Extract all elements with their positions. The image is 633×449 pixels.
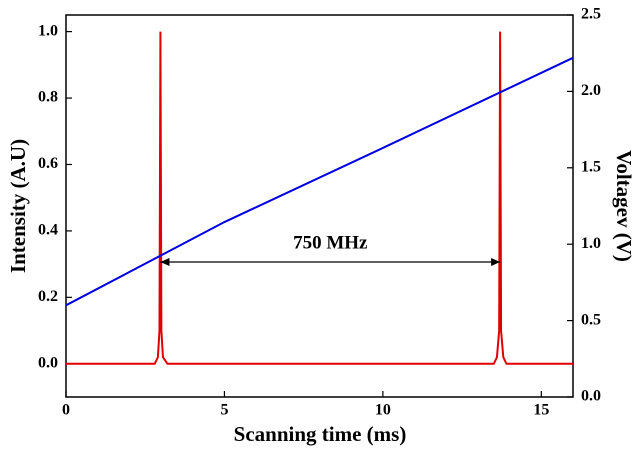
y-tick-label: 1.0	[38, 22, 58, 39]
y2-tick-label: 2.5	[581, 6, 601, 23]
y2-tick-label: 2.0	[581, 82, 601, 99]
y-axis-label: Intensity (A.U)	[6, 139, 30, 273]
arrow-head	[491, 258, 501, 266]
arrow-head	[160, 258, 170, 266]
y-tick-label: 0.0	[38, 354, 58, 371]
y2-tick-label: 1.5	[581, 158, 601, 175]
y2-tick-label: 0.0	[581, 388, 601, 405]
series-line	[66, 31, 573, 365]
y-tick-label: 0.6	[38, 155, 58, 172]
y2-axis-label: Voltagev (V)	[612, 150, 633, 262]
x-tick-label: 0	[62, 402, 70, 419]
y-tick-label: 0.4	[38, 222, 58, 239]
x-tick-label: 5	[220, 402, 228, 419]
series-line	[65, 56, 574, 307]
y-tick-label: 0.2	[38, 288, 58, 305]
annotation-label: 750 MHz	[293, 232, 368, 253]
x-tick-label: 15	[533, 402, 549, 419]
y2-tick-label: 1.0	[581, 235, 601, 252]
x-axis-label: Scanning time (ms)	[234, 422, 407, 446]
y2-tick-label: 0.5	[581, 311, 601, 328]
plot-frame	[65, 14, 574, 398]
y-tick-label: 0.8	[38, 89, 58, 106]
x-tick-label: 10	[375, 402, 391, 419]
